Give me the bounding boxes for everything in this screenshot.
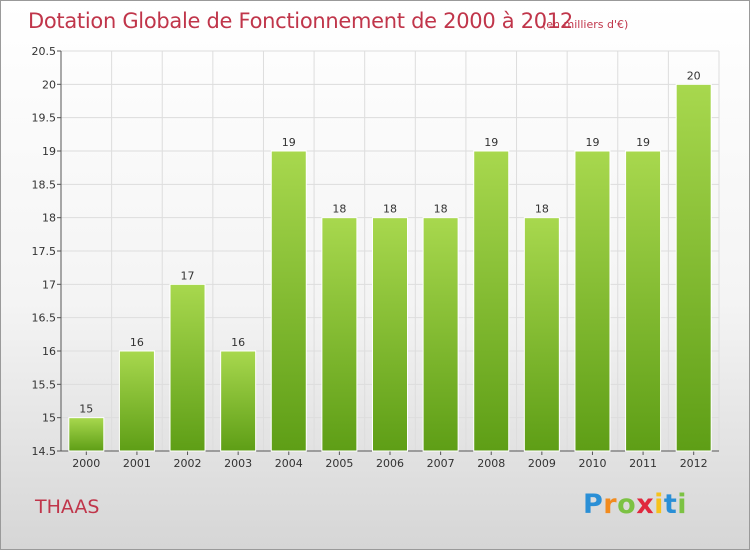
y-tick-label: 20.5 bbox=[32, 45, 57, 58]
bar bbox=[422, 217, 459, 452]
y-tick-label: 16.5 bbox=[32, 312, 57, 325]
y-tick-label: 14.5 bbox=[32, 445, 57, 458]
proxiti-logo[interactable]: Proxiti bbox=[583, 489, 687, 520]
logo-letter: P bbox=[583, 489, 604, 520]
x-tick-label: 2011 bbox=[629, 457, 657, 470]
bar bbox=[68, 417, 105, 452]
data-label: 18 bbox=[332, 203, 346, 216]
data-label: 16 bbox=[130, 336, 144, 349]
bar bbox=[169, 283, 206, 452]
x-tick-label: 2009 bbox=[528, 457, 556, 470]
data-label: 18 bbox=[383, 203, 397, 216]
data-label: 19 bbox=[585, 136, 599, 149]
chart-subtitle: (en milliers d'€) bbox=[542, 18, 629, 31]
logo-letter: i bbox=[677, 489, 688, 520]
bar bbox=[118, 350, 155, 452]
logo-letter: r bbox=[603, 489, 618, 520]
bar bbox=[220, 350, 257, 452]
data-label: 19 bbox=[636, 136, 650, 149]
x-tick-label: 2002 bbox=[174, 457, 202, 470]
y-tick-label: 15.5 bbox=[32, 378, 57, 391]
y-tick-label: 16 bbox=[42, 345, 56, 358]
commune-name: THAAS bbox=[35, 496, 100, 518]
data-label: 18 bbox=[535, 203, 549, 216]
logo-letter: x bbox=[636, 489, 655, 520]
logo-letter: o bbox=[617, 489, 637, 520]
data-label: 20 bbox=[687, 69, 701, 82]
bar bbox=[625, 150, 662, 452]
bar bbox=[321, 217, 358, 452]
x-tick-label: 2005 bbox=[325, 457, 353, 470]
bar bbox=[574, 150, 611, 452]
bar bbox=[372, 217, 408, 452]
x-tick-label: 2001 bbox=[123, 457, 151, 470]
y-tick-label: 15 bbox=[42, 412, 56, 425]
x-tick-label: 2008 bbox=[477, 457, 505, 470]
x-tick-label: 2006 bbox=[376, 457, 404, 470]
y-tick-label: 20 bbox=[42, 78, 56, 91]
y-tick-label: 17 bbox=[42, 278, 56, 291]
chart-title: Dotation Globale de Fonctionnement de 20… bbox=[28, 9, 573, 33]
y-tick-label: 18.5 bbox=[32, 178, 57, 191]
bar bbox=[270, 150, 307, 452]
bar bbox=[675, 83, 712, 452]
labels: 14.5 15 15.5 16 16.5 17 17.5 18 18.5 19 19.5 20 20.5… bbox=[32, 45, 708, 470]
data-label: 15 bbox=[79, 403, 93, 416]
x-tick-label: 2007 bbox=[427, 457, 455, 470]
x-tick-label: 2000 bbox=[72, 457, 100, 470]
bars bbox=[68, 83, 712, 452]
data-label: 19 bbox=[484, 136, 498, 149]
x-tick-label: 2004 bbox=[275, 457, 303, 470]
data-label: 19 bbox=[282, 136, 296, 149]
x-tick-label: 2010 bbox=[578, 457, 606, 470]
data-label: 16 bbox=[231, 336, 245, 349]
data-label: 18 bbox=[434, 203, 448, 216]
data-label: 17 bbox=[181, 269, 195, 282]
y-tick-label: 18 bbox=[42, 212, 56, 225]
logo-letter: i bbox=[654, 489, 664, 520]
x-tick-label: 2003 bbox=[224, 457, 252, 470]
y-tick-label: 17.5 bbox=[32, 245, 57, 258]
logo-letter: t bbox=[663, 489, 678, 520]
y-tick-label: 19.5 bbox=[32, 112, 57, 125]
x-tick-label: 2012 bbox=[680, 457, 708, 470]
y-tick-label: 19 bbox=[42, 145, 56, 158]
bar bbox=[523, 217, 560, 452]
bar bbox=[473, 150, 510, 452]
